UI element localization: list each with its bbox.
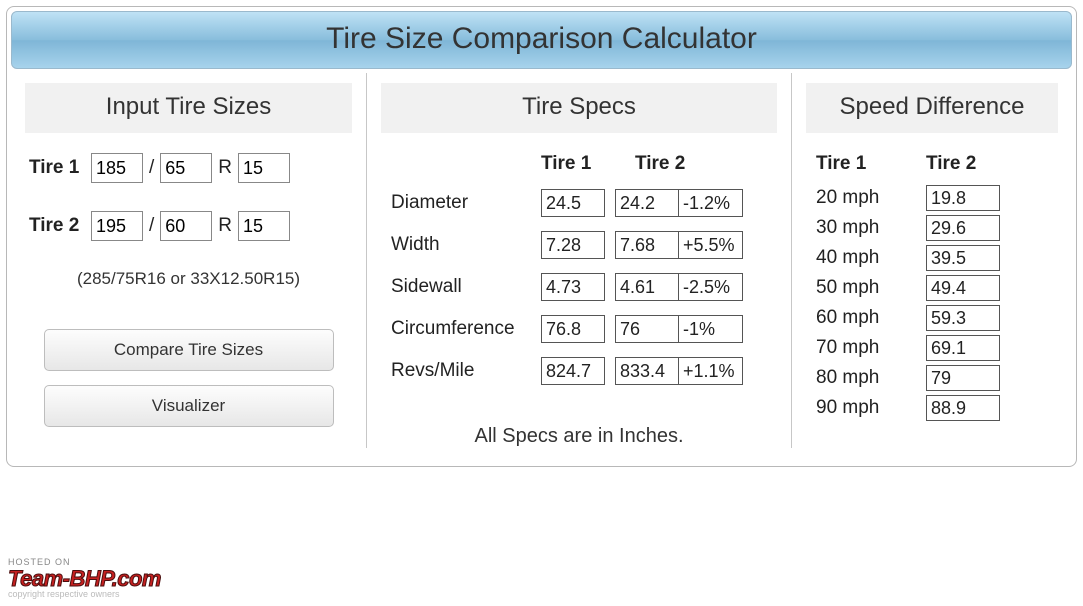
speed-row: 50 mph 49.4 [816, 275, 1048, 301]
specs-value-tire2: 7.68 [615, 231, 679, 259]
section-header-speed: Speed Difference [806, 83, 1058, 133]
input-column: Input Tire Sizes Tire 1 / R Tire 2 / R [11, 73, 366, 448]
calculator-panel: Tire Size Comparison Calculator Input Ti… [6, 6, 1077, 467]
specs-label: Width [391, 234, 541, 256]
title-bar: Tire Size Comparison Calculator [11, 11, 1072, 69]
compare-button[interactable]: Compare Tire Sizes [44, 329, 334, 371]
speed-value-tire1: 90 mph [816, 397, 926, 419]
speed-value-tire2: 19.8 [926, 185, 1000, 211]
speed-row: 80 mph 79 [816, 365, 1048, 391]
specs-row-sidewall: Sidewall 4.73 4.61 -2.5% [391, 273, 767, 301]
speed-value-tire1: 40 mph [816, 247, 926, 269]
speed-value-tire2: 88.9 [926, 395, 1000, 421]
specs-value-tire1: 4.73 [541, 273, 605, 301]
section-header-input: Input Tire Sizes [25, 83, 352, 133]
speed-value-tire1: 60 mph [816, 307, 926, 329]
tire1-rim-input[interactable] [238, 153, 290, 183]
specs-table: Tire 1 Tire 2 Diameter 24.5 24.2 -1.2% W… [391, 153, 767, 385]
specs-value-tire2: 4.61 [615, 273, 679, 301]
watermark: HOSTED ON Team-BHP.com copyright respect… [8, 558, 161, 600]
specs-value-pct: -1.2% [679, 189, 743, 217]
speed-col-tire1: Tire 1 [816, 153, 926, 175]
format-hint: (285/75R16 or 33X12.50R15) [21, 269, 356, 289]
speed-value-tire2: 49.4 [926, 275, 1000, 301]
speed-value-tire1: 20 mph [816, 187, 926, 209]
speed-value-tire2: 79 [926, 365, 1000, 391]
tire1-row: Tire 1 / R [29, 153, 348, 183]
speed-row: 20 mph 19.8 [816, 185, 1048, 211]
visualizer-button[interactable]: Visualizer [44, 385, 334, 427]
specs-row-circumference: Circumference 76.8 76 -1% [391, 315, 767, 343]
speed-col-tire2: Tire 2 [926, 153, 1016, 175]
specs-header-row: Tire 1 Tire 2 [391, 153, 767, 175]
specs-value-pct: -2.5% [679, 273, 743, 301]
specs-label: Sidewall [391, 276, 541, 298]
speed-value-tire2: 59.3 [926, 305, 1000, 331]
speed-value-tire1: 30 mph [816, 217, 926, 239]
section-header-specs: Tire Specs [381, 83, 777, 133]
specs-value-tire2: 833.4 [615, 357, 679, 385]
tire2-label: Tire 2 [29, 215, 85, 237]
tire1-label: Tire 1 [29, 157, 85, 179]
speed-row: 60 mph 59.3 [816, 305, 1048, 331]
speed-row: 90 mph 88.9 [816, 395, 1048, 421]
specs-value-pct: +5.5% [679, 231, 743, 259]
speed-value-tire2: 39.5 [926, 245, 1000, 271]
page-title: Tire Size Comparison Calculator [12, 22, 1071, 56]
speed-value-tire2: 69.1 [926, 335, 1000, 361]
slash-separator: / [149, 215, 154, 237]
tire2-width-input[interactable] [91, 211, 143, 241]
tire2-rim-input[interactable] [238, 211, 290, 241]
slash-separator: / [149, 157, 154, 179]
specs-row-diameter: Diameter 24.5 24.2 -1.2% [391, 189, 767, 217]
specs-value-tire1: 76.8 [541, 315, 605, 343]
speed-value-tire2: 29.6 [926, 215, 1000, 241]
specs-value-tire2: 76 [615, 315, 679, 343]
specs-label: Circumference [391, 318, 541, 340]
speed-column: Speed Difference Tire 1 Tire 2 20 mph 19… [792, 73, 1072, 448]
watermark-sub: copyright respective owners [8, 590, 161, 600]
specs-label: Diameter [391, 192, 541, 214]
tire2-ratio-input[interactable] [160, 211, 212, 241]
speed-table: Tire 1 Tire 2 20 mph 19.8 30 mph 29.6 40… [816, 153, 1048, 421]
speed-row: 40 mph 39.5 [816, 245, 1048, 271]
r-separator: R [218, 215, 232, 237]
specs-label: Revs/Mile [391, 360, 541, 382]
specs-row-width: Width 7.28 7.68 +5.5% [391, 231, 767, 259]
tire1-width-input[interactable] [91, 153, 143, 183]
specs-column: Tire Specs Tire 1 Tire 2 Diameter 24.5 2… [366, 73, 792, 448]
specs-value-tire1: 824.7 [541, 357, 605, 385]
speed-value-tire1: 50 mph [816, 277, 926, 299]
specs-value-tire2: 24.2 [615, 189, 679, 217]
speed-header-row: Tire 1 Tire 2 [816, 153, 1048, 175]
specs-col-tire1: Tire 1 [541, 153, 623, 175]
specs-note: All Specs are in Inches. [377, 425, 781, 448]
watermark-brand: Team-BHP.com [8, 568, 161, 590]
r-separator: R [218, 157, 232, 179]
specs-value-pct: +1.1% [679, 357, 743, 385]
speed-value-tire1: 70 mph [816, 337, 926, 359]
speed-value-tire1: 80 mph [816, 367, 926, 389]
specs-value-pct: -1% [679, 315, 743, 343]
speed-row: 70 mph 69.1 [816, 335, 1048, 361]
specs-value-tire1: 7.28 [541, 231, 605, 259]
specs-col-tire2: Tire 2 [635, 153, 717, 175]
tire1-ratio-input[interactable] [160, 153, 212, 183]
speed-row: 30 mph 29.6 [816, 215, 1048, 241]
specs-row-revs: Revs/Mile 824.7 833.4 +1.1% [391, 357, 767, 385]
specs-value-tire1: 24.5 [541, 189, 605, 217]
tire2-row: Tire 2 / R [29, 211, 348, 241]
